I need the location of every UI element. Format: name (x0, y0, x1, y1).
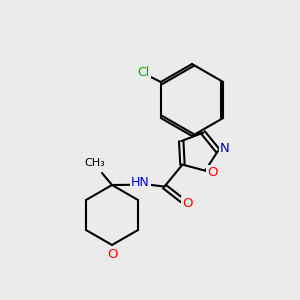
Text: O: O (207, 166, 217, 179)
Text: N: N (220, 142, 230, 155)
Text: O: O (182, 197, 193, 210)
Text: O: O (107, 248, 117, 262)
Text: Cl: Cl (138, 65, 150, 79)
Text: HN: HN (131, 176, 150, 189)
Text: CH₃: CH₃ (85, 158, 105, 168)
